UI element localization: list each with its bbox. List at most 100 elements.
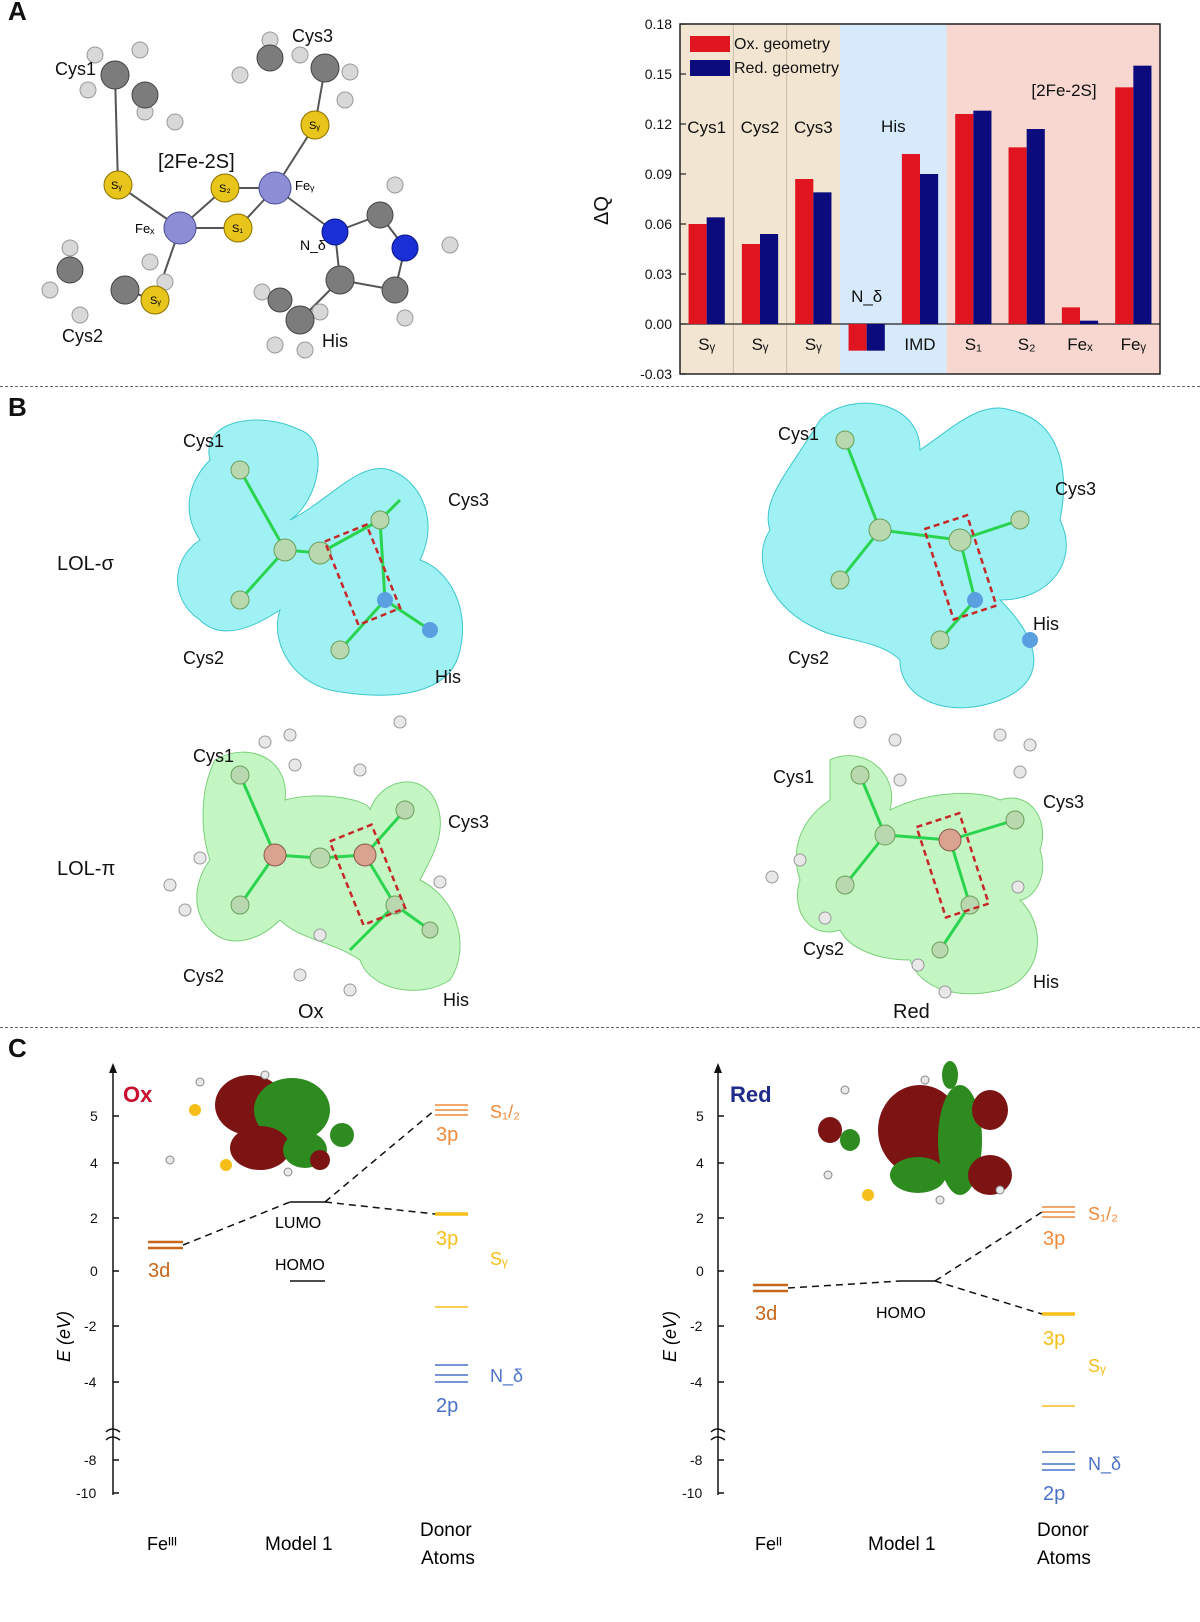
chart-ytick-label: 0.09 (645, 166, 672, 182)
atom-label-sg2: Sᵧ (150, 295, 161, 307)
chart-ytick-label: 0.03 (645, 266, 672, 282)
chart-ytick-label: 0.12 (645, 116, 672, 132)
bar-red-2 (813, 192, 832, 324)
row-label-lol-sigma: LOL-σ (57, 553, 114, 575)
red-homo-label: HOMO (876, 1305, 926, 1322)
ox-s12-3p: 3p (436, 1124, 458, 1146)
ox-ylabel: E (eV) (54, 1311, 74, 1362)
mol-label-cluster: [2Fe-2S] (158, 151, 235, 173)
ox-lol-pi-isosurface (163, 715, 461, 997)
bar-red-6 (1026, 129, 1045, 324)
ox-energy-diagram: 5 4 2 0 -2 -4 -8 -10 E (eV) Ox 3d LUMO H… (54, 1063, 523, 1569)
bar-ox-7 (1061, 307, 1080, 324)
chart-region-label: [2Fe-2S] (1031, 81, 1096, 100)
chart-category-label: Feₓ (1067, 335, 1093, 354)
mol-label-cys3-ox-pi: Cys3 (448, 812, 489, 832)
ox-fe-3d-label: 3d (148, 1260, 170, 1282)
red-ytick-m4: -4 (690, 1374, 703, 1390)
panel-a-molecule: Cys1 Cys3 Cys2 His [2Fe-2S] S₂ S₁ Sᵧ Sᵧ … (41, 26, 459, 359)
panel-b: LOL-σ LOL-π Ox Red Cys1 Cys3 Cys2 His (57, 402, 1096, 1023)
bar-ox-3 (848, 324, 867, 351)
mol-label-cys1: Cys1 (55, 59, 96, 79)
ox-ytick-m10: -10 (76, 1485, 96, 1501)
red-orbital-image (818, 1061, 1012, 1205)
red-xlabel-model: Model 1 (868, 1534, 936, 1555)
legend-swatch-0 (690, 36, 730, 52)
ox-n-label: N_δ (490, 1366, 523, 1387)
chart-category-label: Sᵧ (805, 335, 822, 354)
mol-label-his-ox-pi: His (443, 990, 469, 1010)
bar-red-4 (920, 174, 939, 324)
bar-ox-2 (795, 179, 814, 324)
mol-label-cys3: Cys3 (292, 26, 333, 46)
ox-lumo-label: LUMO (275, 1215, 321, 1232)
ox-s12-label: S₁/₂ (490, 1102, 520, 1122)
bar-ox-5 (955, 114, 974, 324)
atom-label-s2: S₂ (219, 183, 231, 195)
chart-category-label: Feᵧ (1121, 335, 1147, 354)
ox-homo-label: HOMO (275, 1257, 325, 1274)
chart-region-label: Cys3 (794, 118, 833, 137)
mol-label-cys1-red-pi: Cys1 (773, 767, 814, 787)
red-energy-diagram: 5 4 2 0 -2 -4 -8 -10 E (eV) Red 3d HOMO … (660, 1061, 1121, 1569)
panel-a-bar-chart: -0.03 0.00 0.03 0.06 0.09 0.12 0.15 0.18 ΔQ Sᵧ Sᵧ S… (591, 16, 1161, 382)
red-n-2p: 2p (1043, 1483, 1065, 1505)
bar-red-5 (973, 110, 992, 325)
red-lol-pi-isosurface (765, 715, 1044, 999)
chart-region-label: Cys1 (687, 118, 726, 137)
red-ytick-m10: -10 (682, 1485, 702, 1501)
panel-a-letter: A (8, 0, 27, 26)
red-lol-sigma-isosurface (761, 402, 1067, 709)
atom-label-sg3: Sᵧ (309, 120, 320, 132)
bar-red-7 (1080, 320, 1099, 324)
ox-xlabel-atoms: Atoms (421, 1548, 475, 1569)
chart-category-label: S₁ (965, 335, 982, 354)
chart-frame (679, 23, 1161, 375)
mol-label-cys2-ox-sigma: Cys2 (183, 648, 224, 668)
bar-ox-4 (901, 154, 920, 324)
mol-label-cys2-red-pi: Cys2 (803, 939, 844, 959)
red-xlabel-atoms: Atoms (1037, 1548, 1091, 1569)
mol-label-his-red-pi: His (1033, 972, 1059, 992)
col-label-red: Red (893, 1001, 930, 1023)
ox-xlabel-model: Model 1 (265, 1534, 333, 1555)
bar-ox-0 (688, 224, 707, 324)
ox-ytick-5: 5 (90, 1108, 98, 1124)
mol-label-cys3-red-sigma: Cys3 (1055, 479, 1096, 499)
chart-category-label: Sᵧ (698, 335, 715, 354)
legend-label-1: Red. geometry (734, 60, 839, 77)
chart-ytick-label: -0.03 (640, 366, 672, 382)
chart-ytick-label: 0.06 (645, 216, 672, 232)
row-label-lol-pi: LOL-π (57, 858, 115, 880)
divider-bc (0, 1027, 1200, 1028)
ox-ytick-m2: -2 (84, 1318, 97, 1334)
mol-label-cys1-ox-pi: Cys1 (193, 746, 234, 766)
chart-ylabel: ΔQ (591, 196, 613, 225)
legend-swatch-1 (690, 60, 730, 76)
red-xlabel-fe: Feᴵᴵ (755, 1534, 782, 1554)
bar-ox-6 (1008, 147, 1027, 324)
red-n-label: N_δ (1088, 1454, 1121, 1475)
chart-category-label: IMD (904, 335, 935, 354)
chart-category-label: S₂ (1018, 335, 1036, 354)
red-xlabel-donor: Donor (1037, 1520, 1089, 1541)
ox-orbital-image (165, 1070, 354, 1177)
ox-ytick-m8: -8 (84, 1452, 97, 1468)
ox-lol-sigma-isosurface (177, 419, 464, 696)
bar-ox-8 (1115, 87, 1134, 324)
red-sg-3p: 3p (1043, 1328, 1065, 1350)
atom-label-nd: N_δ (300, 237, 326, 253)
chart-ytick-label: 0.15 (645, 66, 672, 82)
panel-c: 5 4 2 0 -2 -4 -8 -10 E (eV) Ox 3d LUMO H… (54, 1061, 1121, 1569)
chart-region-label: Cys2 (741, 118, 780, 137)
red-ytick-0: 0 (696, 1263, 704, 1279)
atom-label-fex: Feₓ (135, 221, 155, 236)
red-s12-label: S₁/₂ (1088, 1204, 1118, 1224)
divider-ab (0, 386, 1200, 387)
ox-ytick-m4: -4 (84, 1374, 97, 1390)
mol-label-cys2-red-sigma: Cys2 (788, 648, 829, 668)
red-ytick-4: 4 (696, 1155, 704, 1171)
mol-label-his: His (322, 331, 348, 351)
red-title: Red (730, 1082, 772, 1107)
